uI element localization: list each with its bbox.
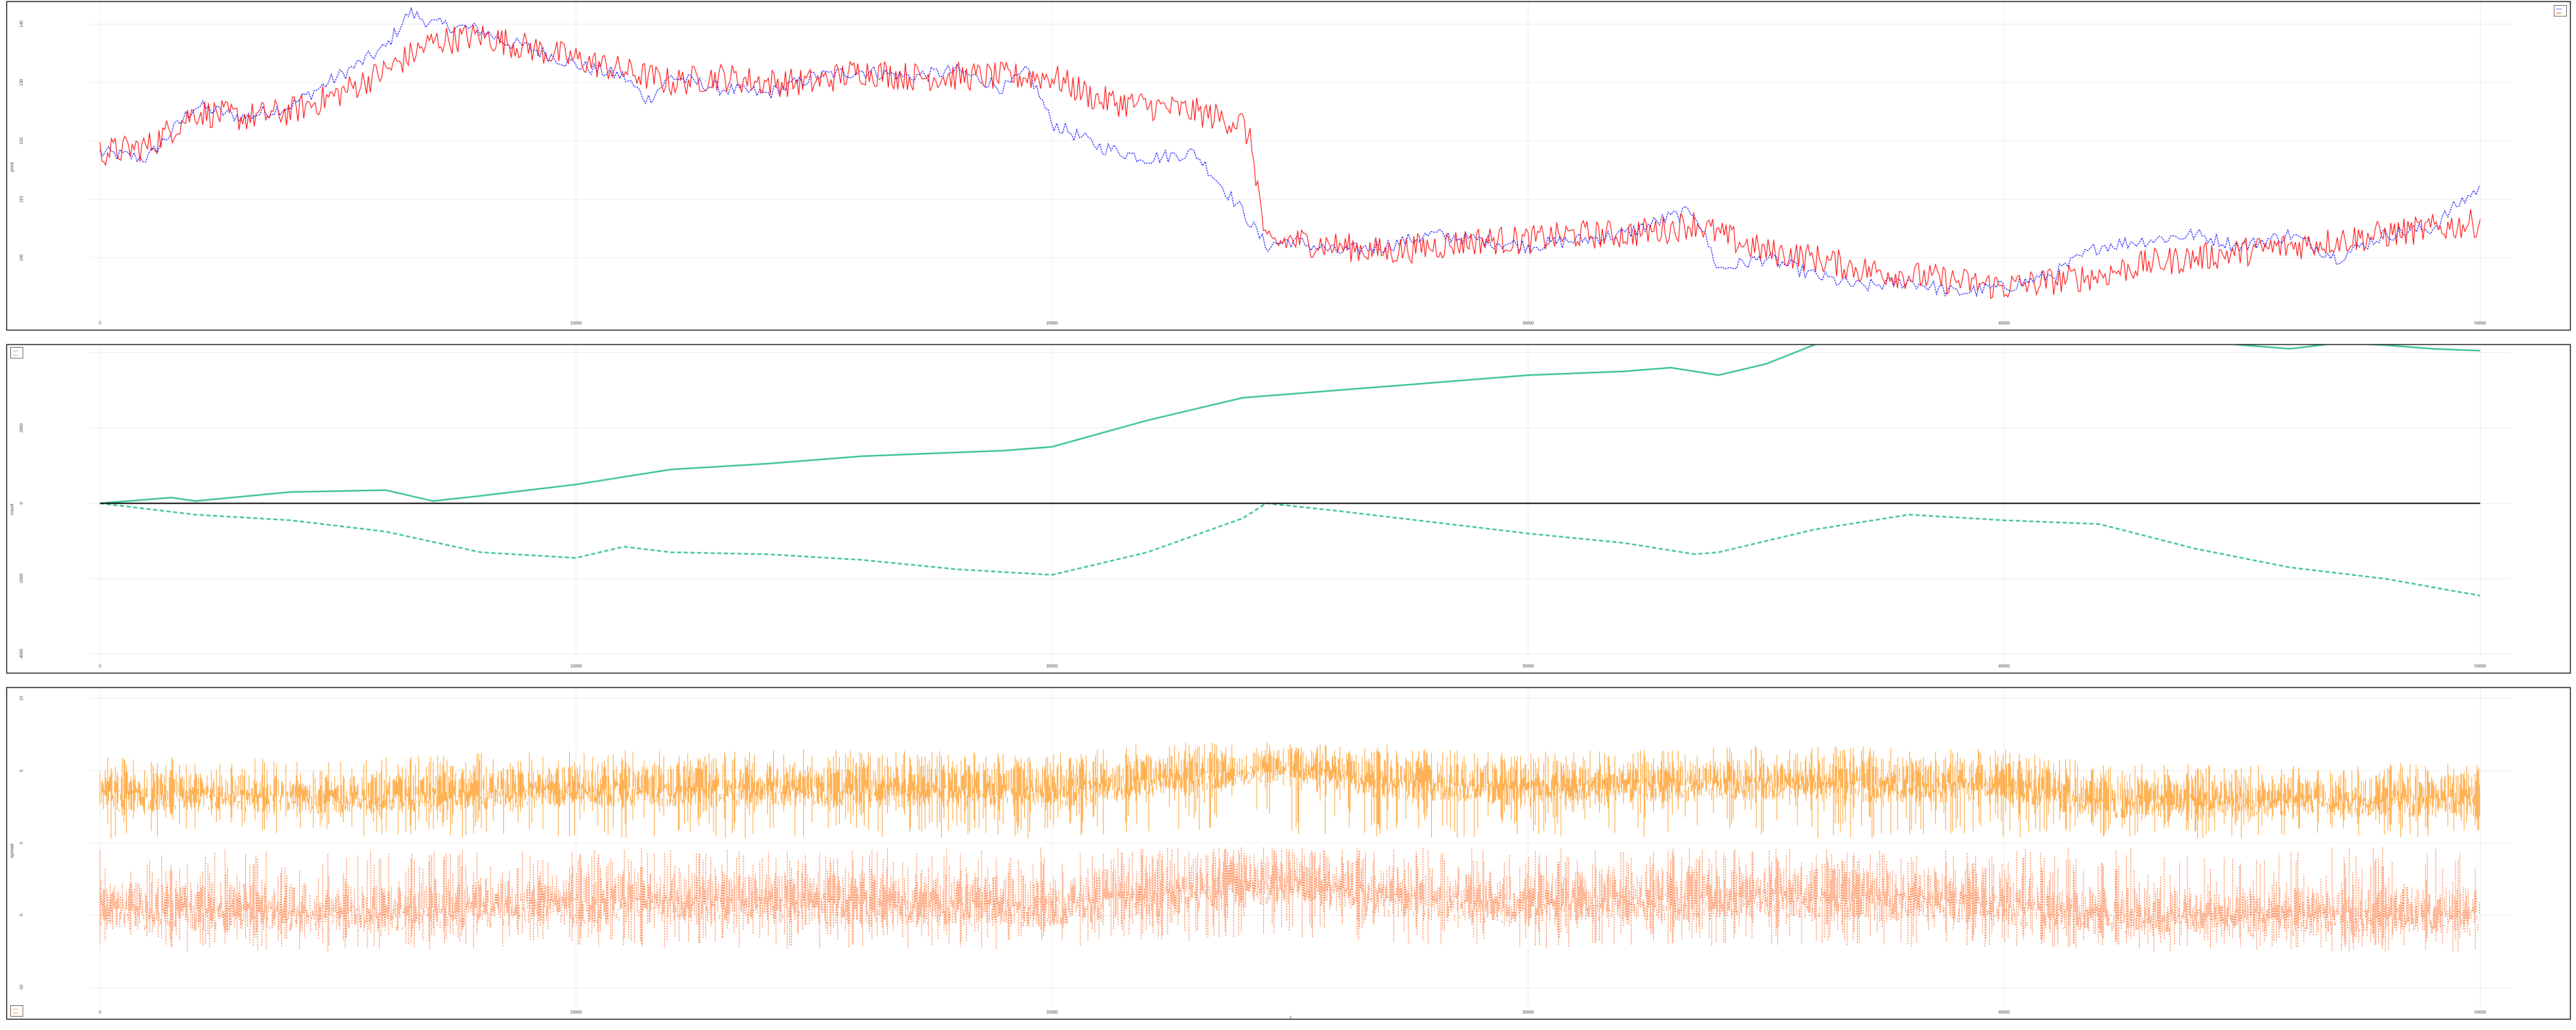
legend-entry: [13, 1011, 21, 1015]
y-tick-label: 110: [19, 196, 24, 202]
x-tick-label: 30000: [1522, 664, 1534, 668]
x-tick-label: 50000: [2475, 321, 2486, 325]
y-tick-label: 100: [19, 254, 24, 261]
series-band-0: [99, 742, 2480, 839]
price-chart: 0 10000 20000 30000 40000 50000 100 110 120 130 14…: [19, 2, 2511, 325]
price-chart-legend: [2554, 5, 2567, 16]
spread-chart-ylabel: spread: [9, 844, 14, 858]
y-tick-label: 130: [19, 79, 24, 86]
x-tick-label: 30000: [1522, 1010, 1534, 1015]
legend-entry: [13, 1007, 21, 1011]
price-chart-ylabel: price: [9, 162, 14, 172]
y-tick-label: -5: [19, 913, 24, 917]
x-tick-label: 30000: [1522, 321, 1534, 325]
count-chart-panel: 0 10000 20000 30000 40000 50000 -4000 -2000 0 200…: [6, 344, 2571, 674]
y-tick-label: 140: [19, 20, 24, 27]
price-chart-panel: 0 10000 20000 30000 40000 50000 100 110 120 130 14…: [6, 1, 2571, 331]
x-tick-label: 50000: [2475, 664, 2486, 668]
x-tick-label: 0: [99, 664, 101, 668]
legend-entry: [13, 349, 21, 353]
series-line-blue: [99, 7, 2480, 298]
x-tick-label: 20000: [1046, 664, 1058, 668]
x-tick-label: 0: [99, 321, 101, 325]
series-line-1: [99, 502, 2481, 597]
y-tick-label: 120: [19, 137, 24, 144]
x-tick-label: 50000: [2475, 1010, 2486, 1015]
x-tick-label: 10000: [570, 1010, 582, 1015]
series-line-red: [99, 24, 2481, 300]
y-tick-label: 5: [19, 769, 24, 772]
spread-chart-legend: [10, 1005, 23, 1017]
y-tick-label: -4000: [19, 648, 24, 659]
x-tick-label: 20000: [1046, 1010, 1058, 1015]
spread-chart-xlabel: t: [1290, 1015, 1292, 1020]
spread-chart: 0 10000 20000 30000 40000 50000 -10 -5 0 5 10: [19, 688, 2511, 1015]
count-chart-legend: [10, 347, 23, 358]
series-line-0: [99, 345, 2481, 504]
x-tick-label: 0: [99, 1010, 101, 1015]
x-tick-label: 10000: [570, 664, 582, 668]
y-tick-label: 0: [19, 842, 24, 844]
y-tick-label: -2000: [19, 573, 24, 584]
count-chart: 0 10000 20000 30000 40000 50000 -4000 -2000 0 200…: [19, 345, 2511, 668]
y-tick-label: -10: [19, 985, 24, 991]
x-tick-label: 10000: [570, 321, 582, 325]
y-tick-label: 0: [19, 502, 24, 505]
x-tick-label: 40000: [1998, 321, 2010, 325]
x-tick-label: 20000: [1046, 321, 1058, 325]
spread-chart-panel: 0 10000 20000 30000 40000 50000 -10 -5 0 5 10 spre…: [6, 687, 2571, 1020]
y-tick-label: 10: [19, 696, 24, 700]
count-chart-ylabel: count: [9, 503, 14, 515]
series-band-1: [99, 847, 2480, 952]
legend-entry: [2556, 7, 2564, 11]
x-tick-label: 40000: [1998, 1010, 2010, 1015]
legend-entry: [13, 353, 21, 357]
legend-entry: [2556, 11, 2564, 15]
y-tick-label: 2000: [19, 423, 24, 433]
x-tick-label: 40000: [1998, 664, 2010, 668]
